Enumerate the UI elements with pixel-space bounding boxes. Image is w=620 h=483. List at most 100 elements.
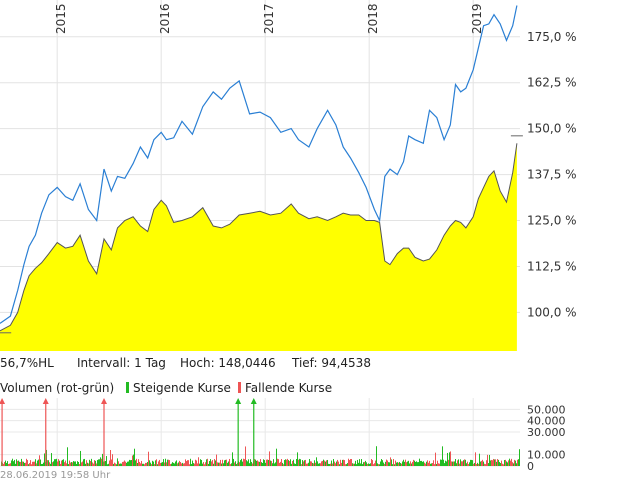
volume-bar: [78, 462, 79, 466]
volume-bar: [200, 459, 201, 466]
volume-bar: [490, 460, 491, 466]
volume-bar: [72, 462, 73, 466]
volume-bar: [432, 463, 433, 466]
volume-bar: [132, 455, 133, 466]
volume-bar: [311, 461, 312, 466]
volume-bar: [319, 463, 320, 466]
volume-bar: [262, 462, 263, 466]
volume-bar: [124, 460, 125, 466]
volume-bar: [274, 463, 275, 466]
volume-bar: [485, 464, 486, 466]
volume-bar: [44, 453, 45, 466]
volume-bar: [442, 446, 443, 466]
volume-tick-label-2: 30.000: [527, 426, 566, 439]
volume-bar: [460, 459, 461, 466]
volume-bar: [297, 452, 298, 466]
volume-bar: [161, 462, 162, 466]
volume-bar: [108, 463, 109, 466]
volume-tick-label-4: 0: [527, 460, 534, 473]
volume-tick-label-3: 10.000: [527, 449, 566, 462]
volume-bar: [394, 464, 395, 466]
volume-bar: [478, 463, 479, 466]
volume-bar: [487, 454, 488, 466]
volume-bar: [271, 461, 272, 466]
volume-bar: [477, 462, 478, 466]
volume-bar: [450, 451, 451, 466]
volume-bar: [6, 462, 7, 466]
volume-bar: [118, 461, 119, 466]
volume-bar: [428, 462, 429, 466]
volume-bar: [58, 459, 59, 466]
volume-bar: [4, 461, 5, 466]
volume-bar: [220, 459, 221, 466]
volume-bar: [496, 461, 497, 466]
volume-bar: [284, 460, 285, 466]
volume-bar: [265, 462, 266, 466]
volume-bar: [302, 460, 303, 466]
volume-bar: [372, 460, 373, 466]
volume-bar: [138, 459, 139, 466]
volume-bar: [216, 454, 217, 466]
volume-bar: [191, 463, 192, 466]
volume-bar: [452, 461, 453, 466]
volume-bar: [376, 446, 377, 466]
volume-bar: [8, 464, 9, 466]
volume-bar: [135, 460, 136, 466]
volume-bar: [517, 459, 518, 466]
volume-bar: [168, 459, 169, 466]
volume-bar: [232, 452, 233, 466]
volume-bar: [92, 462, 93, 466]
volume-bar: [190, 458, 191, 466]
volume-bar: [211, 461, 212, 466]
volume-bar: [352, 463, 353, 466]
volume-bar: [148, 451, 149, 466]
x-tick-label-3: 2018: [366, 3, 380, 34]
volume-bar: [187, 460, 188, 466]
volume-bar: [410, 461, 411, 466]
volume-bar: [235, 461, 236, 466]
info-bar: 56,7%HL Intervall: 1 Tag Hoch: 148,0446 …: [0, 352, 620, 374]
volume-bar: [230, 464, 231, 466]
volume-bar: [245, 446, 246, 466]
volume-bar: [174, 463, 175, 466]
volume-bar: [437, 460, 438, 466]
volume-bar: [397, 462, 398, 466]
volume-bar: [270, 460, 271, 466]
volume-bar: [73, 461, 74, 466]
volume-bar: [462, 461, 463, 466]
volume-bar: [49, 462, 50, 466]
volume-bar: [409, 463, 410, 466]
volume-bar: [50, 463, 51, 466]
volume-bar: [172, 462, 173, 466]
volume-bar: [440, 459, 441, 466]
volume-bar: [213, 463, 214, 466]
series-line-1: [0, 5, 518, 324]
volume-bar: [285, 459, 286, 466]
volume-bar: [443, 459, 444, 466]
volume-bar: [293, 459, 294, 466]
volume-bar: [476, 464, 477, 466]
volume-bar: [433, 460, 434, 466]
series-area-line: [0, 143, 518, 332]
volume-bar: [467, 461, 468, 466]
volume-bar: [24, 462, 25, 466]
volume-bar: [131, 460, 132, 466]
volume-bar: [424, 462, 425, 466]
volume-bar: [210, 459, 211, 466]
y-tick-label-1: 112,5 %: [527, 259, 577, 273]
volume-bar: [188, 460, 189, 466]
volume-bar: [301, 464, 302, 466]
volume-bar: [321, 461, 322, 466]
volume-bar: [435, 452, 436, 466]
volume-bar: [509, 458, 510, 466]
y-tick-label-6: 175,0 %: [527, 30, 577, 44]
volume-bar: [18, 460, 19, 466]
volume-bar: [475, 452, 476, 466]
volume-bar: [252, 463, 253, 466]
volume-bar: [332, 463, 333, 466]
volume-bar: [439, 463, 440, 466]
volume-bar: [234, 462, 235, 466]
volume-bars: [0, 398, 520, 466]
volume-bar: [295, 463, 296, 466]
